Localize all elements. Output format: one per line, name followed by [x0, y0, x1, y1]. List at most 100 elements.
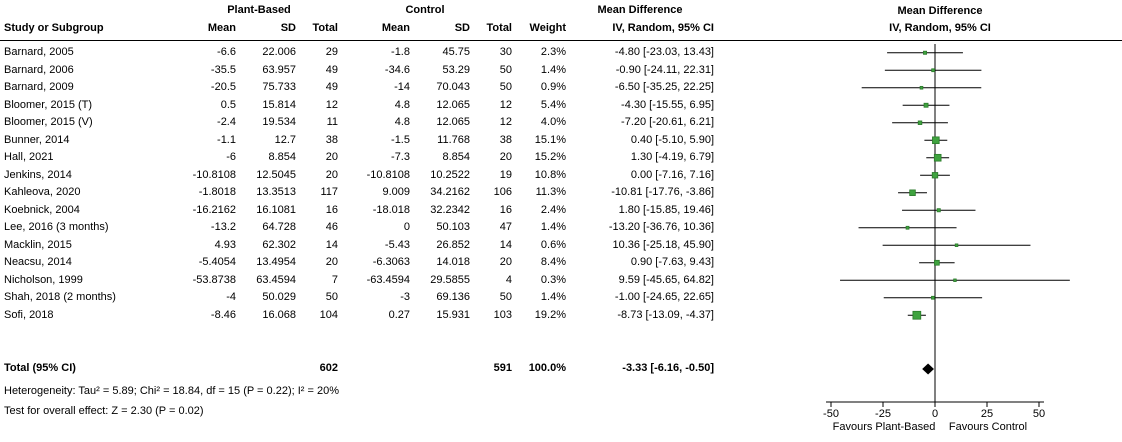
- total-pb-n: 602: [319, 362, 338, 374]
- ci-label: 0.00 [-7.16, 7.16]: [630, 168, 714, 181]
- effect-square: [933, 153, 942, 162]
- ctl-sd-value: 50.103: [436, 221, 470, 233]
- pb-sd-value: 64.728: [262, 221, 296, 233]
- ctl-total-value: 20: [499, 151, 512, 163]
- col-study-or-subgroup: Study or Subgroup: [4, 21, 104, 34]
- pb-sd-value: 75.733: [262, 81, 296, 93]
- weight-value: 5.4%: [540, 98, 566, 111]
- pb-total-value: 20: [325, 168, 338, 181]
- study-name: Barnard, 2005: [4, 46, 74, 58]
- study-name: Koebnick, 2004: [4, 203, 80, 216]
- ctl-sd-value: 45.75: [442, 46, 470, 58]
- ctl-total-value: 50: [499, 291, 512, 303]
- weight-value: 1.4%: [540, 221, 566, 233]
- weight-value: 10.8%: [534, 168, 566, 181]
- pb-sd-value: 15.814: [262, 98, 296, 111]
- total-weight: 100.0%: [528, 362, 566, 374]
- ci-label: 10.36 [-25.18, 45.90]: [612, 238, 714, 251]
- weight-value: 0.3%: [540, 273, 566, 286]
- ci-label: -4.80 [-23.03, 13.43]: [614, 46, 714, 58]
- group-label-control: Control: [405, 4, 445, 16]
- effect-square: [905, 225, 910, 230]
- study-name: Nicholson, 1999: [4, 273, 83, 286]
- col-ctl-sd: SD: [454, 21, 470, 34]
- study-name: Bloomer, 2015 (V): [4, 116, 93, 128]
- ctl-mean-value: -1.8: [391, 46, 410, 58]
- study-name: Shah, 2018 (2 months): [4, 291, 116, 303]
- pb-total-value: 46: [325, 221, 338, 233]
- group-label-plant-based: Plant-Based: [227, 4, 291, 16]
- ctl-mean-value: -3: [400, 291, 410, 303]
- ctl-total-value: 30: [499, 46, 512, 58]
- col-ctl-mean: Mean: [381, 21, 410, 34]
- ci-label: 1.30 [-4.19, 6.79]: [630, 151, 714, 163]
- total-label: Total (95% CI): [4, 362, 76, 374]
- pb-mean-value: -6.6: [217, 46, 236, 58]
- favours-right-label: Favours Control: [949, 421, 1027, 433]
- pb-sd-value: 62.302: [262, 238, 296, 251]
- ctl-sd-value: 70.043: [436, 81, 470, 93]
- ctl-total-value: 103: [493, 308, 512, 321]
- pb-mean-value: 0.5: [220, 98, 236, 111]
- ctl-sd-value: 12.065: [436, 116, 470, 128]
- ctl-mean-value: 9.009: [382, 186, 410, 198]
- ctl-total-value: 19: [499, 168, 512, 181]
- pb-sd-value: 12.7: [274, 133, 296, 146]
- axis-tick-label: -50: [823, 408, 839, 420]
- ctl-mean-value: -6.3063: [372, 256, 410, 268]
- study-row: Nicholson, 1999 -53.8738 63.4594 7 -63.4…: [0, 272, 714, 290]
- effect-square: [931, 68, 935, 73]
- effect-square: [909, 189, 916, 196]
- study-name: Hall, 2021: [4, 151, 54, 163]
- ctl-sd-value: 32.2342: [430, 203, 470, 216]
- ci-label: 0.40 [-5.10, 5.90]: [630, 133, 714, 146]
- study-row: Neacsu, 2014 -5.4054 13.4954 20 -6.3063 …: [0, 254, 714, 272]
- ctl-sd-value: 69.136: [436, 291, 470, 303]
- ctl-sd-value: 53.29: [442, 63, 470, 76]
- study-name: Bloomer, 2015 (T): [4, 98, 93, 111]
- ci-label: -4.30 [-15.55, 6.95]: [621, 98, 714, 111]
- study-name: Neacsu, 2014: [4, 256, 72, 268]
- ctl-mean-value: -10.8108: [366, 168, 410, 181]
- pb-sd-value: 63.957: [262, 63, 296, 76]
- pb-mean-value: -1.1: [217, 133, 236, 146]
- pb-sd-value: 13.4954: [256, 256, 296, 268]
- pb-total-value: 7: [331, 273, 338, 286]
- study-row: Barnard, 2006 -35.5 63.957 49 -34.6 53.2…: [0, 62, 714, 80]
- pb-mean-value: 4.93: [214, 238, 236, 251]
- study-name: Macklin, 2015: [4, 238, 72, 251]
- study-row: Bunner, 2014 -1.1 12.7 38 -1.5 11.768 38…: [0, 132, 714, 150]
- pb-mean-value: -6: [226, 151, 236, 163]
- ctl-sd-value: 34.2162: [430, 186, 470, 198]
- pb-sd-value: 12.5045: [256, 168, 296, 181]
- ctl-total-value: 14: [499, 238, 512, 251]
- study-name: Jenkins, 2014: [4, 168, 72, 181]
- effect-square: [919, 85, 924, 90]
- favours-left-label: Favours Plant-Based: [833, 421, 936, 433]
- pb-sd-value: 8.854: [268, 151, 296, 163]
- pb-sd-value: 16.1081: [256, 203, 296, 216]
- pb-total-value: 49: [325, 63, 338, 76]
- pb-mean-value: -4: [226, 291, 236, 303]
- weight-value: 2.3%: [540, 46, 566, 58]
- ci-label: 1.80 [-15.85, 19.46]: [618, 203, 714, 216]
- pb-total-value: 12: [325, 98, 338, 111]
- pb-sd-value: 50.029: [262, 291, 296, 303]
- summary-diamond: [922, 363, 934, 375]
- pb-mean-value: -16.2162: [192, 203, 236, 216]
- ctl-sd-value: 10.2522: [430, 168, 470, 181]
- weight-value: 4.0%: [540, 116, 566, 128]
- pb-total-value: 11: [326, 116, 338, 128]
- pb-mean-value: -5.4054: [198, 256, 236, 268]
- pb-mean-value: -20.5: [210, 81, 236, 93]
- pb-total-value: 50: [325, 291, 338, 303]
- col-ctl-total: Total: [486, 21, 512, 34]
- ci-label: -8.73 [-13.09, -4.37]: [617, 308, 714, 321]
- pb-total-value: 38: [325, 133, 338, 146]
- ctl-mean-value: 4.8: [394, 116, 410, 128]
- ctl-total-value: 38: [499, 133, 512, 146]
- study-row: Jenkins, 2014 -10.8108 12.5045 20 -10.81…: [0, 167, 714, 185]
- col-weight: Weight: [529, 21, 566, 34]
